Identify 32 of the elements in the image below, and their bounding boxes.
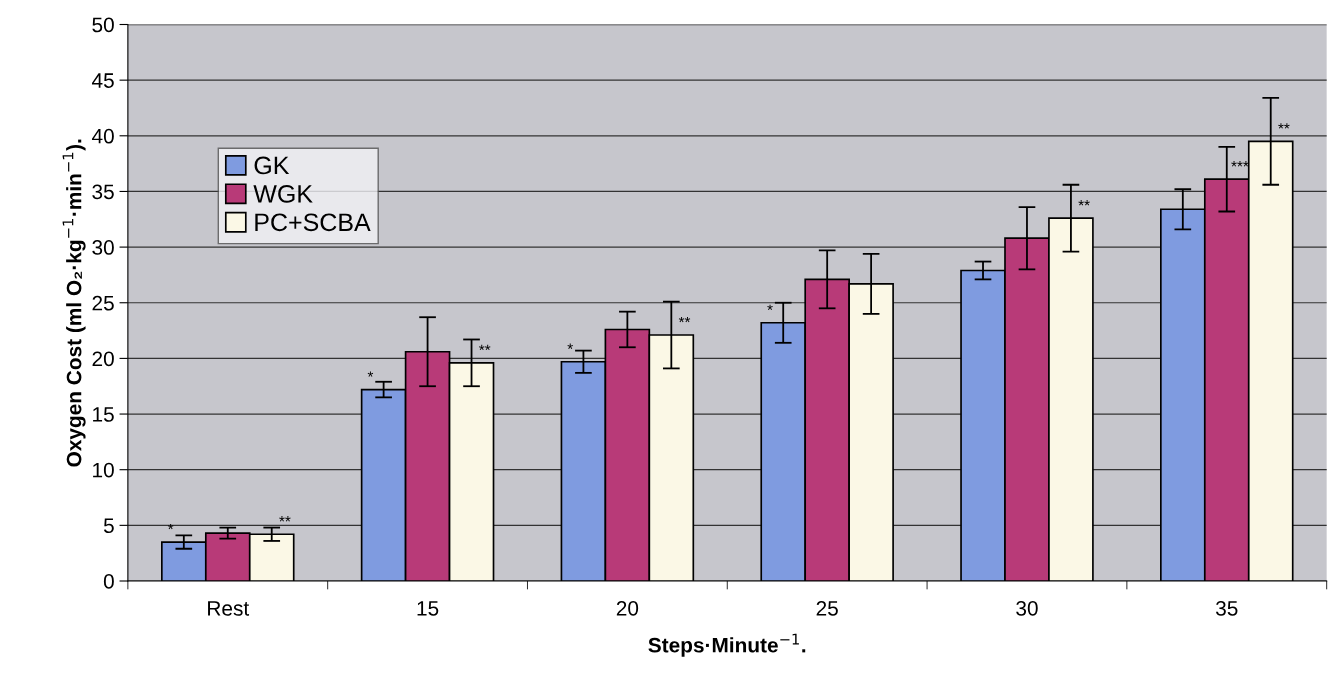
y-axis-title: Oxygen Cost (ml O₂·kg$^{−1}$·min$^{−1}$). bbox=[62, 139, 86, 467]
legend-label: PC+SCBA bbox=[255, 213, 371, 232]
x-tick-label: 20 bbox=[616, 600, 639, 616]
data-label: ** bbox=[1078, 200, 1090, 206]
y-tick-label: 15 bbox=[93, 407, 114, 422]
data-label: ** bbox=[678, 316, 691, 323]
y-tick-label: 50 bbox=[92, 17, 114, 33]
x-tick-label: 30 bbox=[1016, 600, 1038, 616]
data-label: ** bbox=[479, 344, 491, 351]
y-tick-label: 10 bbox=[93, 462, 114, 478]
x-tick-label: 25 bbox=[816, 600, 838, 616]
y-tick-label: 45 bbox=[91, 73, 114, 88]
y-tick-label: 20 bbox=[92, 351, 114, 367]
data-label: * bbox=[167, 523, 174, 530]
data-label: * bbox=[767, 304, 773, 311]
legend-label: WGK bbox=[253, 185, 313, 203]
x-axis-title: Steps·Minute$^{−1}$. bbox=[648, 633, 806, 657]
data-label: ** bbox=[279, 516, 291, 522]
data-label: * bbox=[567, 343, 573, 349]
data-label: ** bbox=[1278, 123, 1290, 129]
data-label: * bbox=[367, 371, 374, 377]
y-tick-label: 5 bbox=[103, 518, 114, 534]
y-tick-label: 30 bbox=[92, 240, 114, 255]
x-tick-label: 15 bbox=[417, 601, 439, 616]
legend-label: GK bbox=[254, 156, 290, 175]
y-tick-label: 25 bbox=[92, 295, 114, 311]
data-label: *** bbox=[1231, 161, 1249, 167]
y-tick-label: 0 bbox=[103, 574, 114, 589]
x-tick-label: Rest bbox=[208, 601, 250, 616]
y-tick-label: 40 bbox=[91, 128, 114, 144]
y-tick-label: 35 bbox=[92, 184, 114, 200]
x-tick-label: 35 bbox=[1215, 600, 1238, 616]
